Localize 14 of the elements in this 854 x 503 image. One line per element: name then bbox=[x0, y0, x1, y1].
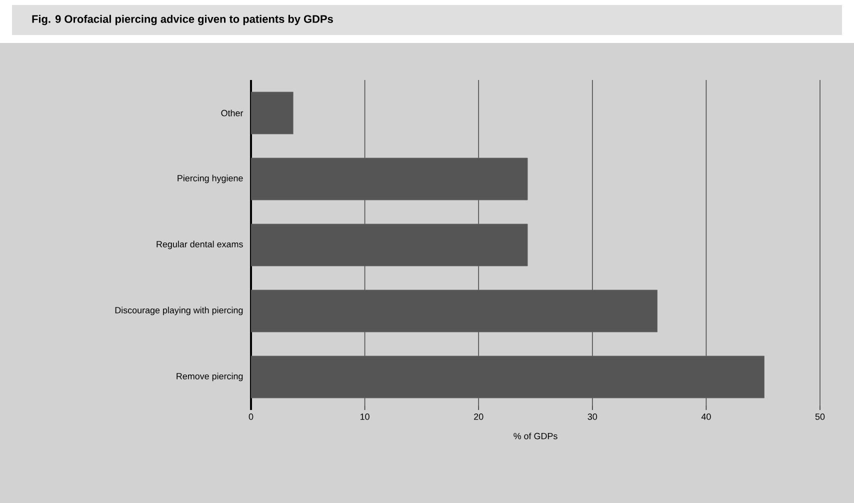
x-axis-title: % of GDPs bbox=[514, 432, 558, 440]
y-tick-label: Regular dental exams bbox=[156, 240, 243, 250]
x-tick-label: 20 bbox=[474, 414, 484, 420]
x-tick-label: 30 bbox=[588, 414, 598, 420]
bar bbox=[251, 92, 294, 134]
x-tick-label: 10 bbox=[360, 414, 370, 420]
x-tick-label: 50 bbox=[815, 414, 825, 420]
chart-title: Fig. 9 Orofacial piercing advice given to patients by GDPs bbox=[32, 14, 333, 26]
y-tick-label: Remove piercing bbox=[176, 372, 243, 382]
x-tick-label: 40 bbox=[701, 414, 711, 420]
x-tick-label: 0 bbox=[248, 414, 254, 420]
y-tick-label: Piercing hygiene bbox=[178, 174, 243, 184]
y-tick-label: Other bbox=[221, 110, 244, 116]
y-tick-label: Discourage playing with piercing bbox=[115, 306, 243, 316]
